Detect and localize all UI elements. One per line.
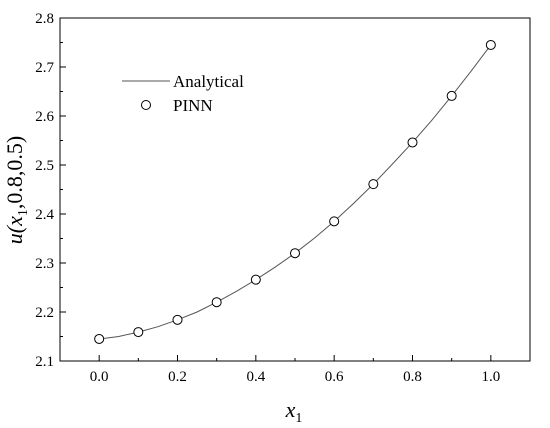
pinn-point [250, 274, 261, 285]
y-tick-label: 2.5 [35, 158, 54, 174]
y-tick-label: 2.7 [35, 60, 54, 76]
y-axis-title-pre: u(x [2, 216, 27, 244]
pinn-point [172, 314, 183, 325]
y-tick-label: 2.4 [35, 207, 54, 223]
pinn-point [211, 297, 222, 308]
x-tick-label: 0.8 [403, 369, 422, 385]
legend-marker-pinn [141, 100, 151, 110]
pinn-point [290, 248, 300, 259]
legend: Analytical PINN [122, 72, 244, 115]
y-tick-label: 2.2 [35, 305, 54, 321]
plot-frame [59, 17, 531, 362]
pinn-point [329, 216, 340, 227]
y-tick-label: 2.8 [35, 11, 54, 27]
legend-label-analytical: Analytical [173, 72, 244, 91]
y-tick-label: 2.6 [35, 109, 54, 125]
pinn-point [446, 90, 457, 101]
pinn-point [407, 137, 418, 148]
axis-ticks: 0.0 0.2 0.4 0.6 0.8 1.0 2.1 2.2 2.3 2.4 2.5 2.6 2.7 2… [35, 11, 500, 385]
pinn-point [94, 333, 105, 344]
x-tick-label: 1.0 [481, 369, 500, 385]
pinn-point [133, 327, 144, 338]
x-tick-label: 0.2 [168, 369, 187, 385]
x-tick-label: 0.4 [246, 369, 265, 385]
pinn-point [368, 179, 379, 190]
series-layer [94, 39, 496, 344]
series-line-analytical [99, 44, 492, 340]
x-tick-label: 0.0 [90, 369, 109, 385]
x-axis-title-sub: 1 [295, 411, 302, 426]
y-tick-label: 2.3 [35, 256, 54, 272]
y-axis-title: u(x1,0.8,0.5) [2, 136, 31, 244]
x-axis-title-main: x [285, 397, 296, 422]
y-axis-title-sub: 1 [16, 209, 31, 216]
y-axis-title-post: ,0.8,0.5) [2, 136, 27, 209]
x-axis-title: x1 [285, 397, 303, 426]
y-tick-label: 2.1 [35, 354, 54, 370]
x-tick-label: 0.6 [325, 369, 344, 385]
pinn-point [485, 39, 496, 50]
legend-label-pinn: PINN [173, 96, 213, 115]
